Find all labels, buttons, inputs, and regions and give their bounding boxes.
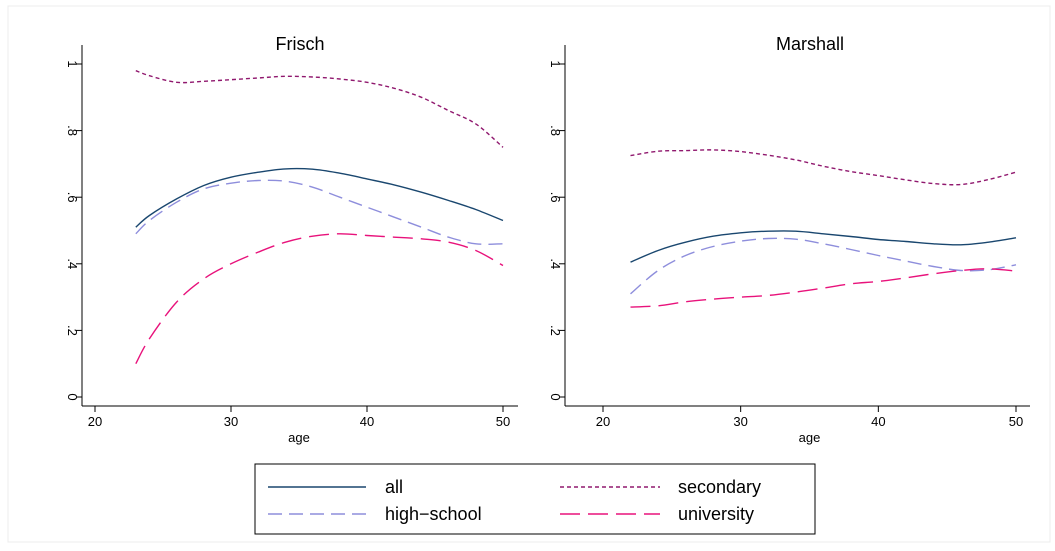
x-axis-label: age (799, 430, 821, 445)
panel-title: Marshall (776, 34, 844, 54)
x-tick-label: 20 (88, 414, 102, 429)
y-tick-label: .4 (548, 258, 563, 269)
y-tick-label: .8 (65, 125, 80, 136)
chart-panel-1: Frisch 0 .2 .4 .6 .8 1 20 30 40 50 age (65, 34, 518, 445)
y-tick-label: .4 (65, 258, 80, 269)
legend-box (254, 463, 816, 535)
series-line-secondary (630, 149, 1017, 186)
y-tick-label: 1 (548, 60, 563, 67)
x-tick-label: 50 (1009, 414, 1023, 429)
legend-label: secondary (678, 477, 761, 497)
y-tick-label: .2 (65, 325, 80, 336)
legend-label: university (678, 504, 754, 524)
x-tick-label: 20 (596, 414, 610, 429)
y-tick-label: .6 (548, 192, 563, 203)
series-line-all (135, 167, 504, 228)
y-tick-label: .6 (65, 192, 80, 203)
y-tick-label: 1 (65, 60, 80, 67)
x-tick-label: 40 (871, 414, 885, 429)
x-tick-label: 50 (496, 414, 510, 429)
panel-title: Frisch (276, 34, 325, 54)
figure-border (7, 5, 1051, 543)
series-line-all (630, 230, 1017, 263)
y-tick-label: .2 (548, 325, 563, 336)
legend: all secondary high−school university (254, 463, 816, 535)
chart-panel-2: Marshall 0 .2 .4 .6 .8 1 20 30 40 50 age (548, 34, 1030, 445)
series-line-university (630, 268, 1017, 308)
series-line-high-school (135, 179, 504, 245)
legend-item: high−school (268, 504, 482, 524)
legend-item: university (560, 504, 754, 524)
legend-item: all (268, 477, 403, 497)
x-tick-label: 30 (224, 414, 238, 429)
y-tick-label: .8 (548, 125, 563, 136)
x-tick-label: 40 (360, 414, 374, 429)
x-axis-label: age (288, 430, 310, 445)
series-line-university (135, 233, 504, 365)
series-line-high-school (630, 237, 1017, 295)
legend-item: secondary (560, 477, 761, 497)
series-line-secondary (135, 70, 504, 148)
legend-label: all (385, 477, 403, 497)
y-tick-label: 0 (65, 393, 80, 400)
x-tick-label: 30 (733, 414, 747, 429)
y-tick-label: 0 (548, 393, 563, 400)
legend-label: high−school (385, 504, 482, 524)
